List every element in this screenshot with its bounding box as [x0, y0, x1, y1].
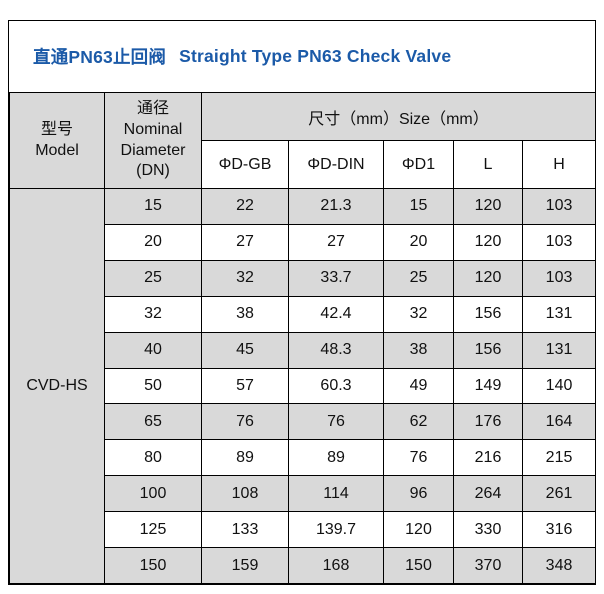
value-cell: 114 [288, 475, 384, 513]
subheader-d1: ΦD1 [383, 140, 454, 189]
value-cell: 76 [201, 403, 289, 441]
value-cell: 264 [453, 475, 523, 513]
table-title: 直通PN63止回阀 Straight Type PN63 Check Valve [9, 21, 595, 92]
value-cell: 21.3 [288, 188, 384, 225]
value-cell: 22 [201, 188, 289, 225]
value-cell: 103 [521, 188, 597, 225]
value-cell: 89 [288, 439, 384, 477]
table-row: 32 38 42.4 32 156 131 [10, 295, 597, 333]
value-cell: 176 [453, 403, 523, 441]
value-cell: 38 [201, 295, 289, 333]
value-cell: 316 [521, 511, 597, 549]
value-cell: 131 [521, 331, 597, 369]
value-cell: 261 [521, 475, 597, 513]
value-cell: 27 [201, 223, 289, 261]
header-row-sub: ΦD-GB ΦD-DIN ΦD1 L H [10, 140, 597, 189]
table-row: 100 108 114 96 264 261 [10, 475, 597, 513]
value-cell: 133 [201, 511, 289, 549]
value-cell: 168 [288, 547, 384, 584]
dn-cell: 100 [104, 475, 202, 513]
value-cell: 103 [521, 223, 597, 261]
value-cell: 62 [383, 403, 454, 441]
value-cell: 42.4 [288, 295, 384, 333]
subheader-d-gb: ΦD-GB [201, 140, 289, 189]
dn-cell: 20 [104, 223, 202, 261]
value-cell: 48.3 [288, 331, 384, 369]
value-cell: 348 [521, 547, 597, 584]
value-cell: 149 [453, 367, 523, 405]
value-cell: 120 [453, 259, 523, 297]
dn-cell: 50 [104, 367, 202, 405]
value-cell: 216 [453, 439, 523, 477]
value-cell: 76 [288, 403, 384, 441]
value-cell: 76 [383, 439, 454, 477]
value-cell: 164 [521, 403, 597, 441]
value-cell: 89 [201, 439, 289, 477]
subheader-d-din: ΦD-DIN [288, 140, 384, 189]
dn-cell: 80 [104, 439, 202, 477]
value-cell: 156 [453, 331, 523, 369]
valve-spec-card: 直通PN63止回阀 Straight Type PN63 Check Valve… [8, 20, 597, 585]
value-cell: 27 [288, 223, 384, 261]
header-model: 型号 Model [9, 92, 105, 189]
value-cell: 120 [383, 511, 454, 549]
table-row: 125 133 139.7 120 330 316 [10, 511, 597, 549]
model-value-cell: CVD-HS [9, 188, 105, 584]
value-cell: 57 [201, 367, 289, 405]
dn-cell: 40 [104, 331, 202, 369]
value-cell: 120 [453, 188, 523, 225]
value-cell: 20 [383, 223, 454, 261]
value-cell: 103 [521, 259, 597, 297]
value-cell: 96 [383, 475, 454, 513]
value-cell: 25 [383, 259, 454, 297]
value-cell: 33.7 [288, 259, 384, 297]
value-cell: 38 [383, 331, 454, 369]
header-size: 尺寸（mm）Size（mm） [200, 92, 597, 141]
table-body: CVD-HS 15 22 21.3 15 120 103 20 27 27 20 120 103 25 32… [9, 188, 597, 584]
dn-cell: 25 [104, 259, 202, 297]
value-cell: 32 [201, 259, 289, 297]
value-cell: 330 [453, 511, 523, 549]
title-chinese: 直通PN63止回阀 [33, 47, 167, 67]
dn-cell: 32 [104, 295, 202, 333]
header-row-group: 型号 Model 通径 Nominal Diameter (DN) 尺寸（mm）… [9, 92, 597, 189]
spec-table: 型号 Model 通径 Nominal Diameter (DN) 尺寸（mm）… [9, 92, 597, 584]
value-cell: 370 [453, 547, 523, 584]
table-row: 20 27 27 20 120 103 [10, 223, 597, 261]
value-cell: 131 [521, 295, 597, 333]
value-cell: 150 [383, 547, 454, 584]
value-cell: 108 [201, 475, 289, 513]
value-cell: 60.3 [288, 367, 384, 405]
value-cell: 159 [201, 547, 289, 584]
table-row: 25 32 33.7 25 120 103 [10, 259, 597, 297]
table-row: 150 159 168 150 370 348 [10, 547, 597, 584]
dn-cell: 65 [104, 403, 202, 441]
subheader-h: H [521, 140, 597, 189]
dn-cell: 15 [104, 188, 202, 225]
value-cell: 32 [383, 295, 454, 333]
title-english: Straight Type PN63 Check Valve [179, 46, 452, 66]
value-cell: 140 [521, 367, 597, 405]
table-row: CVD-HS 15 22 21.3 15 120 103 [9, 188, 597, 584]
value-cell: 139.7 [288, 511, 384, 549]
value-cell: 49 [383, 367, 454, 405]
value-cell: 156 [453, 295, 523, 333]
value-cell: 215 [521, 439, 597, 477]
subheader-l: L [453, 140, 523, 189]
value-cell: 120 [453, 223, 523, 261]
value-cell: 15 [383, 188, 454, 225]
table-row: 40 45 48.3 38 156 131 [10, 331, 597, 369]
header-nominal-diameter: 通径 Nominal Diameter (DN) [104, 92, 202, 189]
value-cell: 45 [201, 331, 289, 369]
dn-cell: 150 [104, 547, 202, 584]
dn-cell: 125 [104, 511, 202, 549]
table-row: 65 76 76 62 176 164 [10, 403, 597, 441]
